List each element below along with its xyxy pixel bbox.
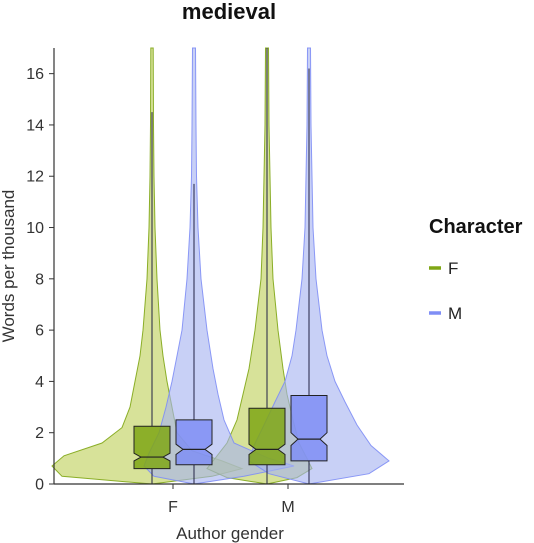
y-tick-label: 10: [26, 220, 44, 237]
x-tick-label: M: [281, 499, 294, 516]
box-body: [175, 419, 213, 466]
y-tick-label: 12: [26, 169, 44, 186]
box-F-F: [133, 112, 171, 484]
y-ticks: 0 2 4 6 8 10 12 14 16: [26, 66, 54, 494]
violin-body: [143, 47, 295, 485]
y-tick-label: 4: [35, 374, 44, 391]
chart-title: medieval: [182, 0, 276, 24]
box-M-M: [290, 68, 328, 484]
legend-label: F: [448, 259, 458, 278]
box-M-F: [175, 183, 213, 484]
x-tick-label: F: [168, 499, 178, 516]
box-body: [133, 425, 171, 470]
y-tick-label: 6: [35, 323, 44, 340]
y-tick-label: 0: [35, 477, 44, 494]
y-tick-label: 8: [35, 271, 44, 288]
plot-area: [51, 47, 390, 485]
legend: Character F M: [429, 216, 523, 323]
y-tick-label: 16: [26, 66, 44, 83]
y-tick-label: 14: [26, 117, 44, 134]
x-axis-label: Author gender: [176, 524, 284, 543]
y-tick-label: 2: [35, 425, 44, 442]
legend-title: Character: [429, 216, 523, 238]
violin-M-F: [143, 47, 295, 485]
y-axis-label: Words per thousand: [0, 190, 18, 343]
legend-label: M: [448, 304, 462, 323]
box-body: [290, 395, 328, 462]
box-F-M: [248, 48, 286, 484]
box-body: [248, 407, 286, 466]
